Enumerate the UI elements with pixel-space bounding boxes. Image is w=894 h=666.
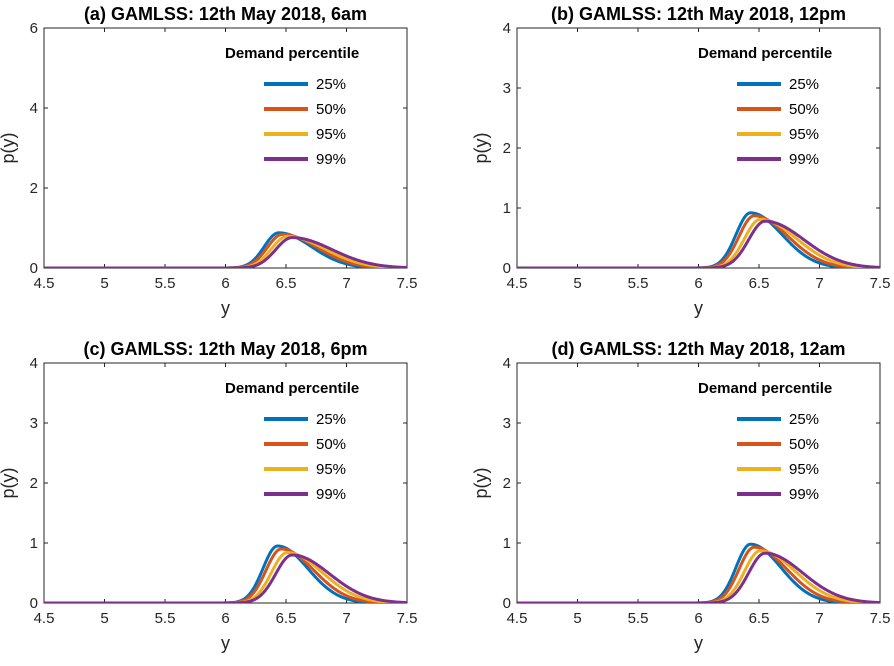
series-line-95pct bbox=[44, 551, 407, 603]
y-axis-label: p(y) bbox=[0, 468, 18, 499]
panel-title: (c) GAMLSS: 12th May 2018, 6pm bbox=[83, 339, 367, 359]
legend-title: Demand percentile bbox=[698, 380, 832, 397]
axes-box bbox=[43, 362, 408, 604]
y-tick-label: 2 bbox=[30, 180, 38, 197]
x-tick-label: 6 bbox=[694, 275, 702, 292]
x-tick-label: 7 bbox=[342, 275, 350, 292]
x-tick-label: 5 bbox=[573, 610, 581, 627]
panel-b: (b) GAMLSS: 12th May 2018, 12pm 4.5 5 5.5 6 6… bbox=[471, 4, 890, 318]
legend-entry: 25% bbox=[789, 76, 819, 93]
legend-entry: 25% bbox=[316, 76, 346, 93]
y-tick-label: 4 bbox=[503, 355, 511, 372]
legend-entry: 95% bbox=[316, 461, 346, 478]
legend-entry: 25% bbox=[789, 411, 819, 428]
legend-title: Demand percentile bbox=[698, 45, 832, 62]
series-line-99pct bbox=[44, 236, 407, 268]
y-tick-label: 4 bbox=[503, 20, 511, 37]
legend-entry: 99% bbox=[316, 151, 346, 168]
y-tick-label: 4 bbox=[30, 100, 38, 117]
legend-entry: 95% bbox=[789, 126, 819, 143]
y-tick-label: 4 bbox=[30, 355, 38, 372]
x-axis-label: y bbox=[221, 633, 230, 653]
legend-entry: 99% bbox=[789, 151, 819, 168]
axes-box bbox=[516, 362, 881, 604]
y-tick-label: 0 bbox=[30, 260, 38, 277]
x-tick-label: 7.5 bbox=[397, 275, 418, 292]
panel-title: (b) GAMLSS: 12th May 2018, 12pm bbox=[551, 4, 846, 24]
y-tick-label: 3 bbox=[503, 80, 511, 97]
x-tick-label: 5.5 bbox=[628, 610, 649, 627]
legend-entry: 99% bbox=[316, 486, 346, 503]
panel-title: (d) GAMLSS: 12th May 2018, 12am bbox=[551, 339, 845, 359]
y-tick-label: 1 bbox=[503, 535, 511, 552]
x-tick-label: 4.5 bbox=[34, 610, 55, 627]
legend-title: Demand percentile bbox=[225, 45, 359, 62]
x-tick-label: 6.5 bbox=[749, 610, 770, 627]
x-tick-label: 7.5 bbox=[870, 275, 891, 292]
x-tick-label: 6 bbox=[221, 275, 229, 292]
x-tick-label: 4.5 bbox=[507, 275, 528, 292]
x-tick-label: 7 bbox=[815, 275, 823, 292]
legend-title: Demand percentile bbox=[225, 380, 359, 397]
series-line-95pct bbox=[517, 549, 880, 603]
legend-entry: 95% bbox=[316, 126, 346, 143]
y-tick-label: 1 bbox=[503, 200, 511, 217]
y-tick-label: 6 bbox=[30, 20, 38, 37]
x-axis-label: y bbox=[694, 298, 703, 318]
x-tick-label: 5 bbox=[573, 275, 581, 292]
series-line-99pct bbox=[517, 219, 880, 268]
legend-entry: 50% bbox=[316, 436, 346, 453]
x-tick-label: 7.5 bbox=[870, 610, 891, 627]
y-tick-label: 2 bbox=[503, 475, 511, 492]
axes-box bbox=[516, 27, 881, 269]
series-line-50pct bbox=[44, 232, 407, 268]
y-axis-label: p(y) bbox=[0, 133, 18, 164]
x-tick-label: 4.5 bbox=[507, 610, 528, 627]
x-axis-label: y bbox=[221, 298, 230, 318]
y-tick-label: 3 bbox=[30, 415, 38, 432]
panel-a: (a) GAMLSS: 12th May 2018, 6am 4.5 5 5.5 6 6.… bbox=[0, 4, 417, 318]
series-line-99pct bbox=[517, 551, 880, 603]
x-tick-label: 6 bbox=[694, 610, 702, 627]
x-tick-label: 6 bbox=[221, 610, 229, 627]
legend-entry: 99% bbox=[789, 486, 819, 503]
x-tick-label: 7 bbox=[342, 610, 350, 627]
y-tick-label: 2 bbox=[30, 475, 38, 492]
legend-entry: 25% bbox=[316, 411, 346, 428]
x-axis-label: y bbox=[694, 633, 703, 653]
y-tick-label: 1 bbox=[30, 535, 38, 552]
panel-c: (c) GAMLSS: 12th May 2018, 6pm 4.5 5 5.5 6 6.… bbox=[0, 339, 417, 653]
y-tick-label: 0 bbox=[30, 595, 38, 612]
x-tick-label: 6.5 bbox=[276, 610, 297, 627]
legend-entry: 50% bbox=[316, 101, 346, 118]
x-tick-label: 5.5 bbox=[628, 275, 649, 292]
x-tick-label: 5 bbox=[100, 275, 108, 292]
series-line-95pct bbox=[517, 217, 880, 268]
panel-d: (d) GAMLSS: 12th May 2018, 12am 4.5 5 5.5 6 6… bbox=[471, 339, 890, 653]
y-axis-label: p(y) bbox=[471, 468, 491, 499]
y-tick-label: 2 bbox=[503, 140, 511, 157]
x-tick-label: 6.5 bbox=[749, 275, 770, 292]
legend-entry: 50% bbox=[789, 436, 819, 453]
series-line-99pct bbox=[44, 553, 407, 603]
axes-box bbox=[43, 27, 408, 269]
y-tick-label: 3 bbox=[503, 415, 511, 432]
legend-entry: 95% bbox=[789, 461, 819, 478]
legend-entry: 50% bbox=[789, 101, 819, 118]
y-axis-label: p(y) bbox=[471, 133, 491, 164]
x-tick-label: 5.5 bbox=[155, 610, 176, 627]
x-tick-label: 4.5 bbox=[34, 275, 55, 292]
x-tick-label: 5.5 bbox=[155, 275, 176, 292]
series-line-50pct bbox=[517, 214, 880, 268]
panel-title: (a) GAMLSS: 12th May 2018, 6am bbox=[84, 4, 367, 24]
x-tick-label: 7.5 bbox=[397, 610, 418, 627]
y-tick-label: 0 bbox=[503, 260, 511, 277]
x-tick-label: 6.5 bbox=[276, 275, 297, 292]
y-tick-label: 0 bbox=[503, 595, 511, 612]
x-tick-label: 5 bbox=[100, 610, 108, 627]
x-tick-label: 7 bbox=[815, 610, 823, 627]
